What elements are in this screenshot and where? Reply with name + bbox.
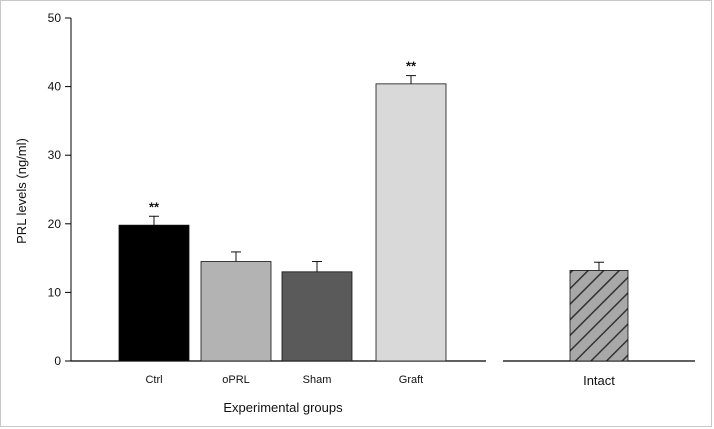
y-tick-label: 0 (54, 354, 61, 368)
x-tick-label-ctrl: Ctrl (145, 374, 162, 386)
y-tick-label: 20 (48, 217, 62, 231)
bar-ctrl (118, 224, 190, 362)
significance-label-graft: ** (406, 59, 417, 74)
bar-oprl (200, 261, 272, 362)
y-tick-label: 50 (48, 11, 62, 25)
y-tick-label: 10 (48, 285, 62, 299)
bars: ** ** (118, 59, 629, 362)
bar-intact (569, 270, 629, 362)
y-tick-label: 40 (48, 80, 62, 94)
bar-sham (281, 271, 353, 362)
x-tick-label-sham: Sham (303, 374, 332, 386)
x-axis-title: Experimental groups (223, 400, 343, 415)
significance-label-ctrl: ** (149, 199, 160, 214)
y-tick-label: 30 (48, 148, 62, 162)
bar-graft (375, 83, 447, 362)
x-tick-label-graft: Graft (399, 374, 423, 386)
x-tick-label-oprl: oPRL (222, 374, 250, 386)
x-tick-label-intact: Intact (583, 373, 615, 388)
y-axis-title: PRL levels (ng/ml) (14, 138, 29, 244)
